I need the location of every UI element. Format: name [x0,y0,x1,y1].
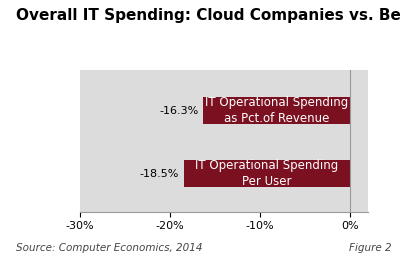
Text: -16.3%: -16.3% [160,106,199,116]
Text: -18.5%: -18.5% [140,169,179,179]
Text: Figure 2: Figure 2 [349,243,392,253]
Text: IT Operational Spending
Per User: IT Operational Spending Per User [195,159,338,188]
Text: Source: Computer Economics, 2014: Source: Computer Economics, 2014 [16,243,202,253]
Bar [184,160,350,187]
Text: IT Operational Spending
as Pct.of Revenue: IT Operational Spending as Pct.of Revenu… [205,96,348,125]
Bar [203,98,350,124]
Text: Overall IT Spending: Cloud Companies vs. Benchmarks: Overall IT Spending: Cloud Companies vs.… [16,8,400,23]
